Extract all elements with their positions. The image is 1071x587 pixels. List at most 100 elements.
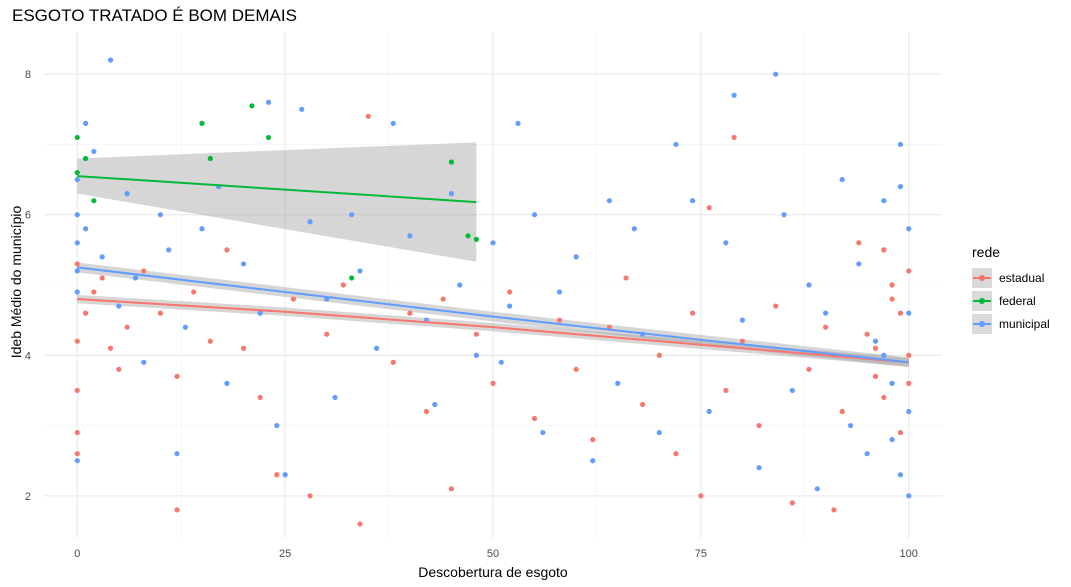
point-estadual-1	[74, 387, 80, 394]
point-estadual-34	[507, 289, 513, 295]
legend-key-estadual	[972, 267, 992, 288]
point-municipal-62	[773, 71, 779, 77]
point-municipal-58	[723, 240, 729, 246]
confidence-band-municipal	[77, 262, 909, 368]
point-estadual-61	[897, 310, 904, 316]
point-estadual-44	[689, 310, 696, 316]
point-estadual-19	[257, 394, 263, 401]
point-estadual-58	[872, 345, 879, 351]
point-estadual-59	[881, 394, 887, 401]
y-tick-label-1: 4	[25, 350, 31, 362]
point-estadual-42	[656, 352, 662, 358]
trend-lines	[77, 175, 909, 364]
chart-title: ESGOTO TRATADO É BOM DEMAIS	[12, 6, 297, 25]
point-municipal-28	[307, 219, 313, 225]
point-federal-9	[448, 159, 455, 165]
point-municipal-6	[82, 120, 89, 126]
y-tick-label-3: 8	[25, 69, 31, 81]
point-estadual-50	[756, 422, 762, 429]
point-federal-5	[207, 155, 213, 162]
point-municipal-55	[673, 141, 679, 148]
point-estadual-20	[274, 472, 280, 478]
legend-key-municipal	[972, 313, 992, 334]
confidence-band-estadual	[77, 294, 909, 367]
point-municipal-45	[531, 212, 538, 218]
point-federal-6	[249, 103, 255, 109]
point-municipal-65	[806, 282, 812, 288]
point-estadual-40	[623, 275, 629, 281]
point-estadual-13	[174, 373, 180, 379]
point-estadual-37	[573, 366, 579, 372]
x-axis-title: Descobertura de esgoto	[418, 564, 568, 580]
legend: rede estadual federal municipal	[972, 244, 1050, 335]
point-municipal-66	[814, 486, 820, 492]
point-estadual-25	[357, 521, 363, 527]
legend-item-federal: federal	[972, 289, 1050, 312]
point-municipal-22	[240, 261, 247, 267]
point-estadual-68	[872, 373, 879, 379]
point-federal-10	[465, 233, 471, 239]
y-axis-title: Ideb Médio do município	[8, 206, 24, 359]
point-estadual-45	[698, 493, 704, 499]
point-municipal-56	[689, 198, 696, 204]
point-estadual-36	[556, 317, 563, 323]
point-municipal-32	[357, 268, 363, 274]
point-estadual-16	[207, 338, 213, 344]
legend-label-municipal: municipal	[999, 316, 1050, 331]
point-municipal-31	[349, 212, 355, 218]
point-municipal-49	[590, 458, 596, 464]
point-municipal-25	[274, 422, 280, 429]
point-estadual-69	[864, 331, 870, 337]
point-municipal-40	[473, 352, 479, 358]
point-estadual-53	[806, 366, 812, 372]
point-municipal-7	[82, 226, 89, 232]
point-estadual-55	[831, 507, 837, 513]
x-axis-ticks: 0 25 50 75 100	[74, 548, 918, 560]
point-estadual-38	[590, 437, 596, 443]
confidence-bands	[77, 142, 909, 368]
point-estadual-21	[290, 296, 297, 302]
point-municipal-37	[432, 401, 438, 408]
trend-line-federal	[77, 175, 477, 204]
points-municipal	[74, 57, 912, 499]
point-municipal-34	[390, 120, 396, 126]
point-estadual-33	[490, 380, 496, 386]
point-municipal-33	[373, 345, 380, 351]
point-estadual-46	[706, 205, 712, 211]
point-municipal-13	[132, 275, 139, 281]
point-federal-8	[349, 275, 355, 281]
point-municipal-61	[756, 465, 762, 471]
x-tick-label-2: 50	[487, 548, 499, 560]
point-estadual-0	[74, 338, 80, 344]
y-tick-label-2: 6	[25, 210, 31, 222]
point-municipal-80	[897, 184, 904, 190]
point-municipal-68	[839, 176, 845, 183]
point-estadual-49	[739, 338, 746, 344]
point-estadual-65	[897, 429, 904, 436]
point-estadual-67	[881, 247, 887, 253]
point-municipal-15	[157, 212, 164, 218]
point-municipal-27	[299, 106, 305, 112]
point-municipal-78	[906, 310, 912, 316]
point-municipal-11	[116, 303, 122, 309]
point-estadual-31	[448, 486, 455, 492]
legend-key-federal	[972, 290, 992, 311]
point-estadual-2	[74, 429, 80, 436]
point-municipal-57	[706, 408, 712, 415]
point-municipal-72	[872, 338, 879, 344]
point-estadual-66	[889, 296, 895, 302]
confidence-band-federal	[77, 142, 477, 262]
point-estadual-14	[174, 507, 180, 513]
point-municipal-35	[407, 233, 413, 239]
point-estadual-18	[240, 345, 247, 351]
point-estadual-6	[91, 289, 97, 295]
point-municipal-10	[107, 57, 114, 63]
legend-label-federal: federal	[999, 293, 1036, 308]
x-tick-label-4: 100	[900, 548, 918, 560]
point-municipal-21	[224, 380, 230, 386]
point-federal-4	[199, 120, 205, 126]
point-municipal-38	[448, 191, 455, 197]
point-municipal-8	[91, 148, 97, 155]
point-municipal-1	[74, 212, 80, 218]
point-estadual-63	[906, 380, 912, 386]
